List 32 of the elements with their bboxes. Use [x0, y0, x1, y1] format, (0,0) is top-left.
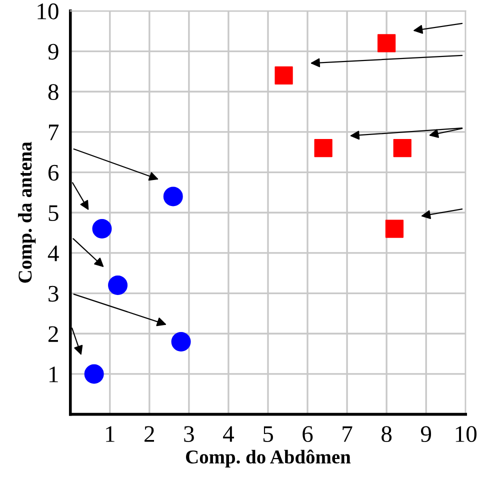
x-tick-label: 8	[382, 426, 392, 442]
y-tick-label: 3	[48, 286, 58, 302]
y-axis-title: Comp. da antena	[18, 142, 36, 283]
point	[171, 332, 191, 352]
y-tick-label: 5	[48, 205, 58, 222]
x-tick-label: 1	[106, 426, 114, 442]
point	[378, 34, 396, 52]
y-tick-label: 9	[48, 44, 58, 60]
x-tick-label: 9	[420, 426, 432, 442]
point	[314, 139, 332, 158]
x-tick-label: 5	[263, 426, 273, 442]
x-axis-title: Comp. do Abdômen	[186, 450, 351, 468]
y-tick-label: 7	[49, 124, 59, 140]
y-tick-label: 2	[48, 326, 58, 342]
point	[385, 220, 404, 238]
point	[393, 139, 412, 158]
x-tick-label: 3	[184, 426, 194, 442]
y-tick-label: 6	[48, 164, 59, 181]
x-tick-label: 7	[342, 426, 352, 442]
y-tick-label: 10	[38, 3, 58, 20]
x-tick-label: 6	[302, 426, 313, 442]
point	[92, 219, 112, 239]
x-tick-label: 2	[144, 426, 154, 442]
point	[163, 186, 183, 206]
y-tick-label: 8	[48, 84, 58, 100]
point	[84, 364, 104, 384]
x-tick-label: 4	[223, 426, 234, 442]
point	[274, 66, 293, 85]
y-tick-label: 4	[48, 246, 59, 262]
y-tick-label: 1	[50, 366, 58, 382]
x-tick-label: 10	[456, 426, 477, 442]
point	[108, 275, 128, 295]
